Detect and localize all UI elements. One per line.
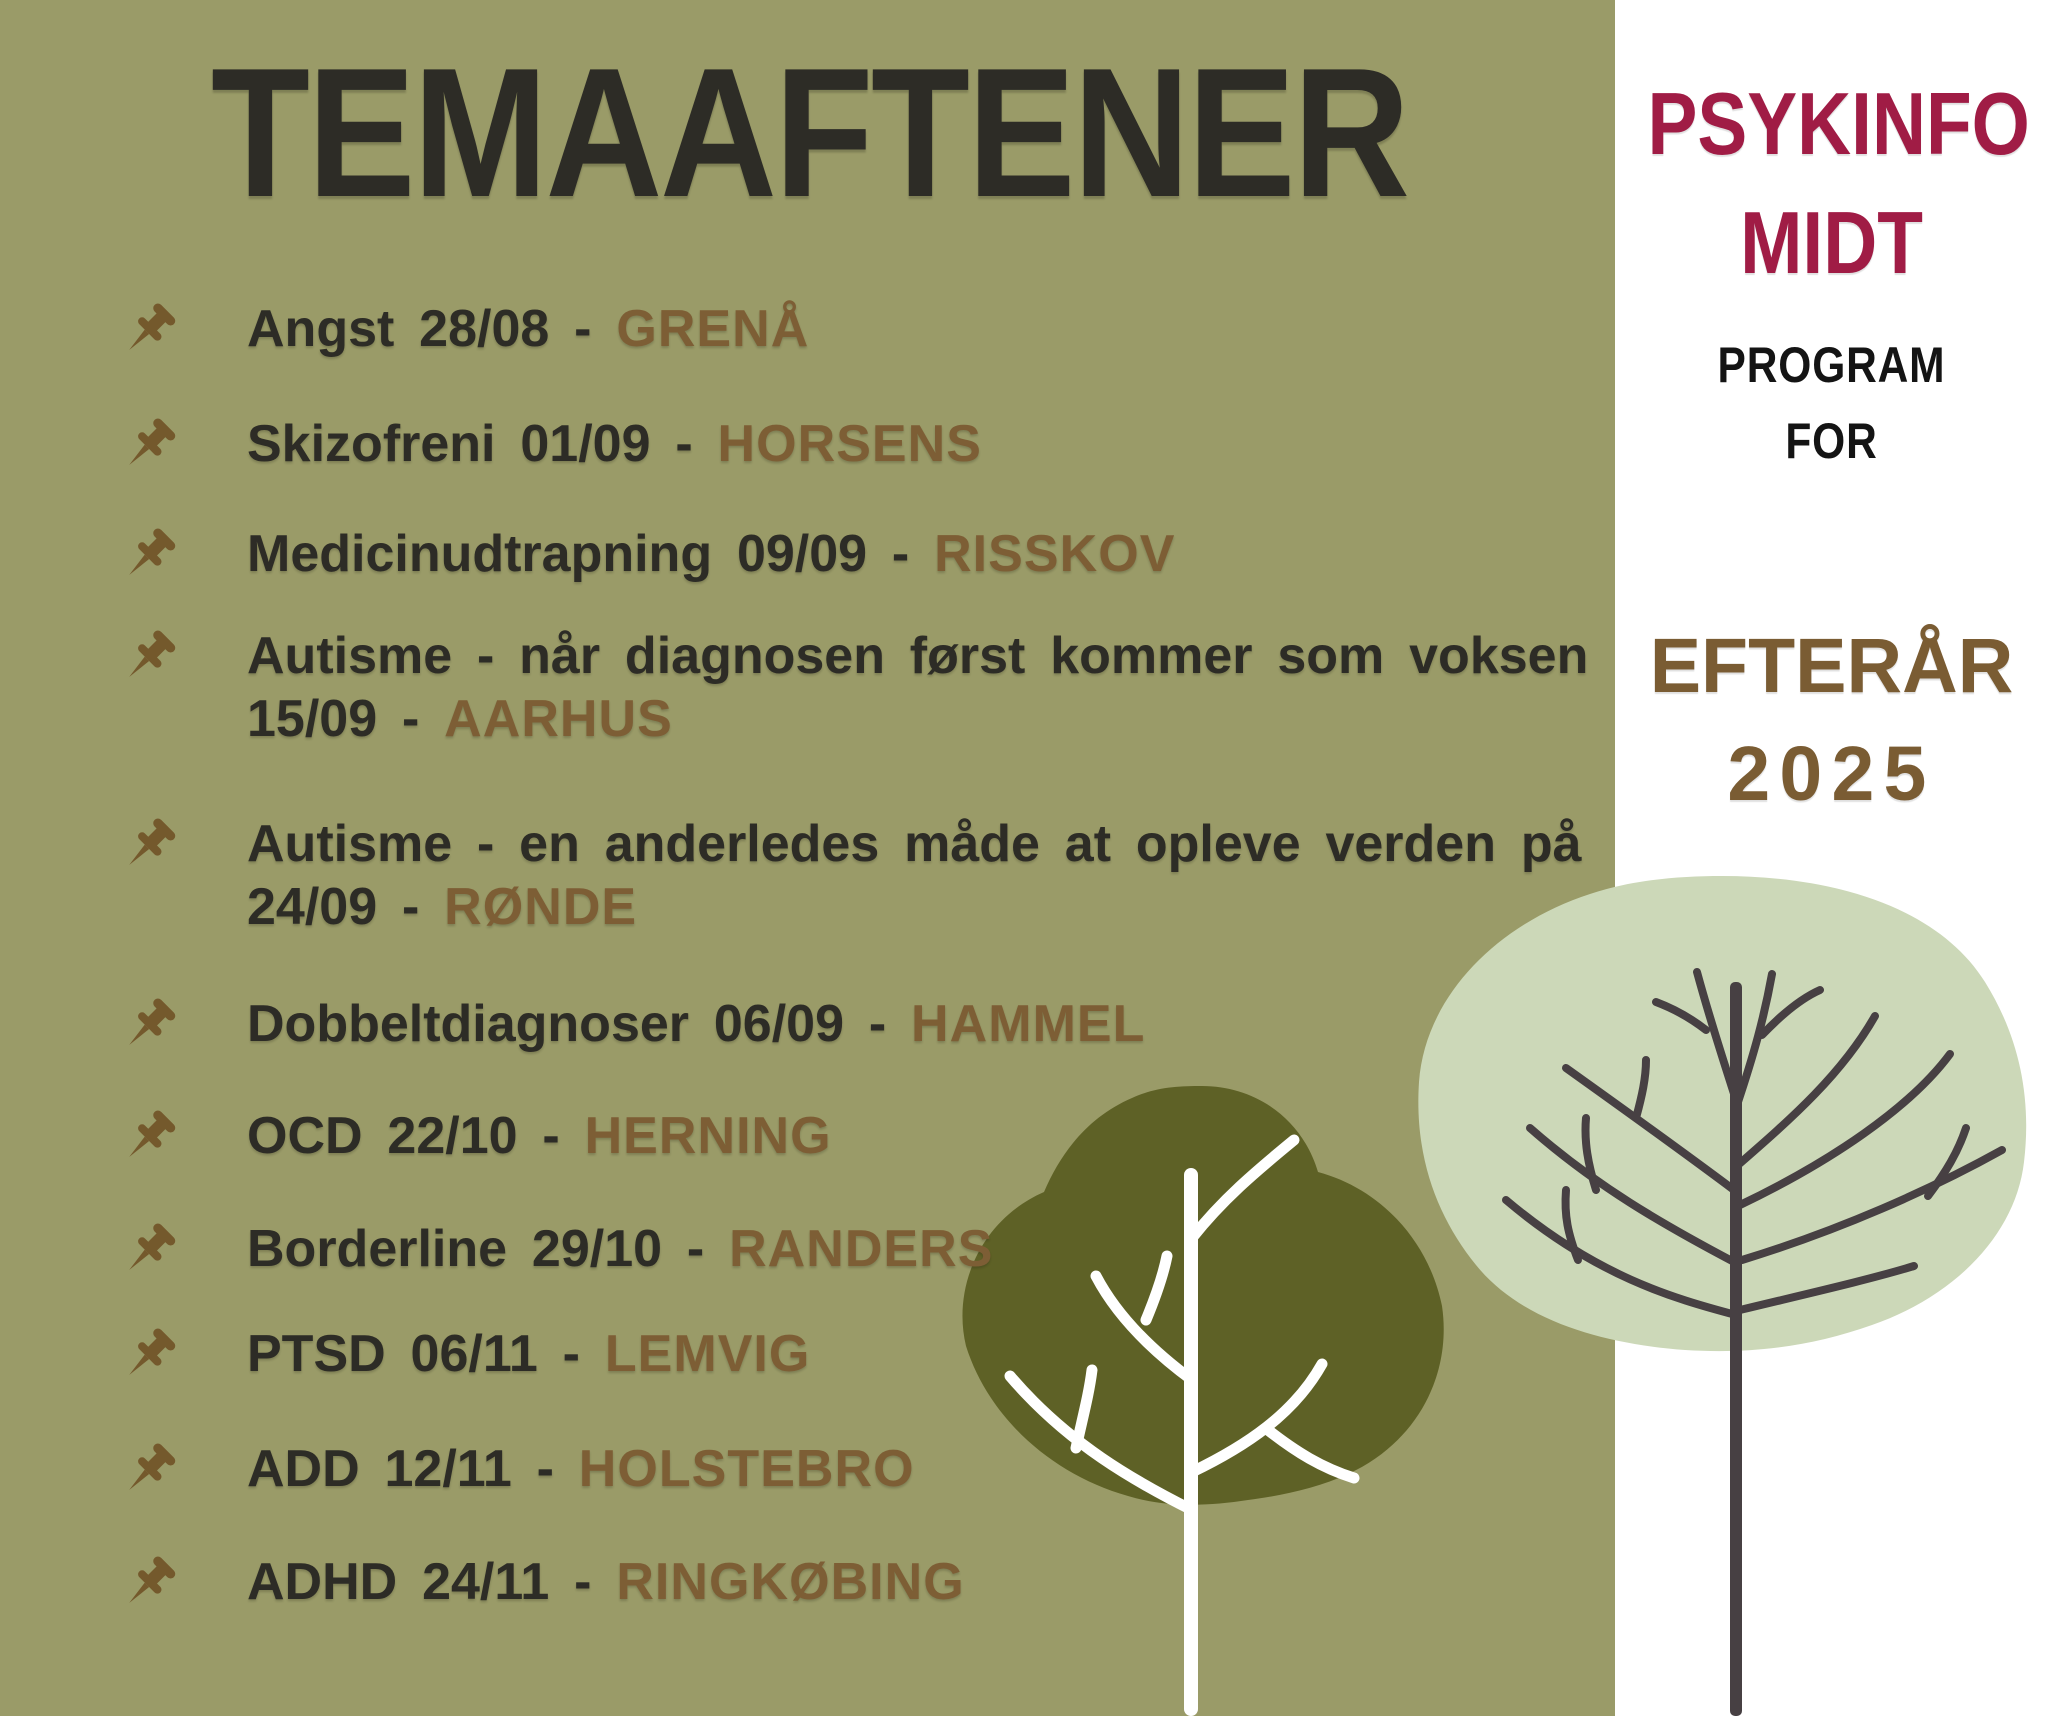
event-dash: - bbox=[517, 1107, 585, 1165]
event-date: 22/10 bbox=[387, 1107, 518, 1165]
event-dash: - bbox=[662, 1220, 730, 1278]
event-text: OCD 22/10 - HERNING bbox=[247, 1105, 832, 1168]
pushpin-icon bbox=[129, 1443, 176, 1491]
event-text: PTSD 06/11 - LEMVIG bbox=[247, 1323, 810, 1386]
event-item: ADD 12/11 - HOLSTEBRO bbox=[119, 1438, 915, 1501]
brand-name: PSYKINFO MIDT bbox=[1647, 64, 2030, 302]
event-item: OCD 22/10 - HERNING bbox=[119, 1105, 832, 1168]
event-date: 06/11 bbox=[410, 1325, 538, 1383]
event-city: RØNDE bbox=[444, 878, 638, 936]
pushpin-icon bbox=[129, 418, 176, 466]
event-item: ADHD 24/11 - RINGKØBING bbox=[119, 1551, 965, 1614]
tree-trunk bbox=[1730, 982, 1742, 1716]
event-city: HORSENS bbox=[717, 415, 982, 473]
pushpin-icon bbox=[129, 528, 176, 576]
event-date: 28/08 bbox=[419, 300, 550, 358]
season-line2: 2025 bbox=[1727, 731, 1936, 817]
pushpin-icon bbox=[129, 303, 176, 351]
season-label: EFTERÅR 2025 bbox=[1615, 612, 2048, 828]
program-line2: FOR bbox=[1785, 413, 1878, 469]
tree-branches bbox=[1004, 1134, 1360, 1516]
event-city: HERNING bbox=[584, 1107, 832, 1165]
event-name: OCD bbox=[247, 1107, 388, 1165]
pushpin-icon bbox=[129, 1223, 176, 1271]
tree-branches bbox=[1502, 968, 2006, 1319]
event-text: ADD 12/11 - HOLSTEBRO bbox=[247, 1438, 915, 1501]
brand-line2: MIDT bbox=[1740, 193, 1923, 292]
event-name: PTSD bbox=[247, 1325, 411, 1383]
event-item: Autisme - en anderledes måde at opleve v… bbox=[119, 813, 1582, 939]
event-name: Angst bbox=[247, 300, 420, 358]
event-dash: - bbox=[511, 1440, 579, 1498]
event-text: Autisme - en anderledes måde at opleve v… bbox=[247, 813, 1582, 939]
event-item: Medicinudtrapning 09/09 - RISSKOV bbox=[119, 523, 1175, 586]
event-item: Angst 28/08 - GRENÅ bbox=[119, 298, 809, 361]
event-date: 29/10 bbox=[531, 1220, 663, 1278]
brand-line1: PSYKINFO bbox=[1647, 74, 2030, 173]
event-city: AARHUS bbox=[444, 690, 673, 748]
event-name: ADD bbox=[247, 1440, 385, 1498]
program-line1: PROGRAM bbox=[1717, 337, 1946, 393]
event-date: 24/09 bbox=[247, 878, 378, 936]
event-date: 12/11 bbox=[384, 1440, 512, 1498]
event-city: RINGKØBING bbox=[616, 1553, 965, 1611]
event-text: Autisme - når diagnosen først kommer som… bbox=[247, 625, 1588, 751]
event-text: Borderline 29/10 - RANDERS bbox=[247, 1218, 993, 1281]
tree-canopy bbox=[962, 1086, 1444, 1505]
event-date: 09/09 bbox=[736, 525, 868, 583]
event-text: Skizofreni 01/09 - HORSENS bbox=[247, 413, 982, 476]
pushpin-icon bbox=[129, 998, 176, 1046]
event-name: Autisme - når diagnosen først kommer som… bbox=[247, 627, 1589, 685]
event-dash: - bbox=[549, 1553, 617, 1611]
event-city: RISSKOV bbox=[934, 525, 1176, 583]
side-panel: PSYKINFO MIDT PROGRAM FOR EFTERÅR 2025 bbox=[1615, 0, 2048, 1716]
event-dash: - bbox=[867, 525, 935, 583]
event-dash: - bbox=[650, 415, 718, 473]
event-name: Medicinudtrapning bbox=[247, 525, 737, 583]
event-name: Autisme - en anderledes måde at opleve v… bbox=[247, 815, 1582, 873]
poster-title: TEMAAFTENER bbox=[211, 29, 1410, 235]
pushpin-icon bbox=[129, 1110, 176, 1158]
event-city: LEMVIG bbox=[604, 1325, 811, 1383]
event-text: Angst 28/08 - GRENÅ bbox=[247, 298, 809, 361]
pushpin-icon bbox=[129, 630, 176, 678]
event-dash: - bbox=[377, 878, 445, 936]
tree-trunk bbox=[1184, 1168, 1198, 1716]
event-item: Skizofreni 01/09 - HORSENS bbox=[119, 413, 982, 476]
pushpin-icon bbox=[129, 818, 176, 866]
event-city: HOLSTEBRO bbox=[578, 1440, 915, 1498]
event-dash: - bbox=[377, 690, 445, 748]
event-name: Dobbeltdiagnoser bbox=[247, 995, 714, 1053]
event-city: RANDERS bbox=[729, 1220, 994, 1278]
event-date: 24/11 bbox=[422, 1553, 550, 1611]
event-date: 15/09 bbox=[247, 690, 378, 748]
event-dash: - bbox=[549, 300, 617, 358]
event-item: PTSD 06/11 - LEMVIG bbox=[119, 1323, 810, 1386]
event-date: 06/09 bbox=[713, 995, 845, 1053]
event-date: 01/09 bbox=[520, 415, 651, 473]
event-dash: - bbox=[844, 995, 912, 1053]
event-text: ADHD 24/11 - RINGKØBING bbox=[247, 1551, 965, 1614]
event-city: HAMMEL bbox=[911, 995, 1146, 1053]
sage-tree-illustration bbox=[1418, 876, 2027, 1716]
event-text: Medicinudtrapning 09/09 - RISSKOV bbox=[247, 523, 1175, 586]
event-city: GRENÅ bbox=[616, 300, 810, 358]
event-name: ADHD bbox=[247, 1553, 423, 1611]
event-item: Borderline 29/10 - RANDERS bbox=[119, 1218, 993, 1281]
event-item: Autisme - når diagnosen først kommer som… bbox=[119, 625, 1588, 751]
olive-tree-illustration bbox=[962, 1086, 1444, 1716]
season-line1: EFTERÅR bbox=[1649, 623, 2014, 709]
event-name: Borderline bbox=[247, 1220, 532, 1278]
program-label: PROGRAM FOR bbox=[1647, 327, 2015, 479]
pushpin-icon bbox=[129, 1556, 176, 1604]
event-text: Dobbeltdiagnoser 06/09 - HAMMEL bbox=[247, 993, 1145, 1056]
event-name: Skizofreni bbox=[247, 415, 521, 473]
pushpin-icon bbox=[129, 1328, 176, 1376]
event-dash: - bbox=[537, 1325, 605, 1383]
event-item: Dobbeltdiagnoser 06/09 - HAMMEL bbox=[119, 993, 1145, 1056]
